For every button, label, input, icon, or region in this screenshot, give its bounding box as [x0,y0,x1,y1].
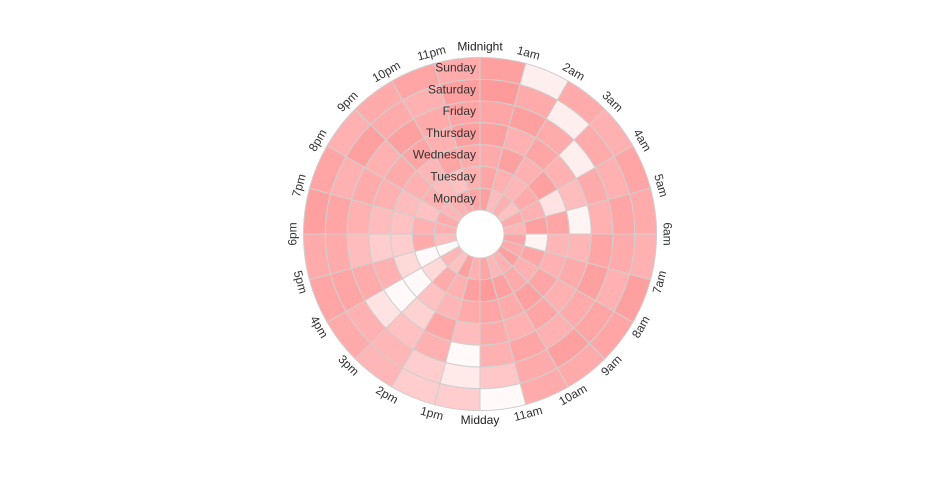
heatmap-cell [444,340,481,368]
heatmap-segments [302,56,658,412]
heatmap-cell [479,319,510,346]
hour-label: Midnight [457,40,503,54]
heatmap-cell [479,100,516,128]
day-label: Thursday [426,126,476,140]
hour-labels: Midnight 1am2am3am4am5am6am7am8am9am10am1… [286,40,675,427]
day-label: Monday [433,191,476,205]
heatmap-cell [433,56,481,86]
heatmap-cell [346,233,374,270]
day-label: Saturday [428,82,476,96]
heatmap-cell [565,204,592,235]
hour-label: 7pm [289,172,309,198]
heatmap-cell [586,198,614,235]
hour-label: 6am [660,222,674,245]
heatmap-cell [368,233,395,264]
hour-label: 7am [650,269,670,295]
hour-label: 5pm [291,269,311,295]
day-labels: Monday Tuesday Wednesday Thursday Friday Satu… [413,60,476,205]
hour-label: 1am [515,43,541,63]
hour-label: 6pm [286,222,300,245]
day-label: Sunday [435,60,476,74]
heatmap-cell [586,233,614,270]
day-label: Wednesday [413,148,476,162]
heatmap-cell [479,340,516,368]
hour-label: 1pm [419,404,445,424]
day-label: Friday [443,104,476,118]
hour-label: 5am [651,172,671,198]
heatmap-cell [346,198,374,235]
day-label: Tuesday [430,169,476,183]
hour-label: Midday [461,413,500,427]
